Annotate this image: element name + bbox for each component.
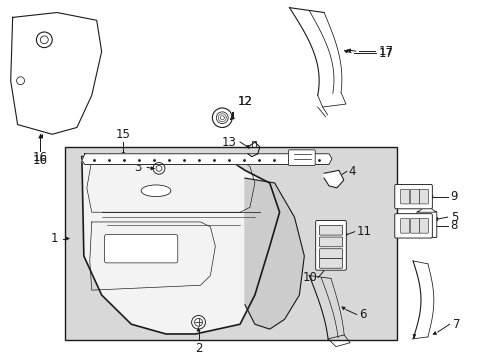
Text: 3: 3: [134, 161, 141, 174]
Text: 15: 15: [116, 128, 131, 141]
Text: 8: 8: [450, 219, 457, 232]
Polygon shape: [244, 178, 304, 329]
Polygon shape: [11, 13, 102, 134]
FancyBboxPatch shape: [419, 189, 427, 204]
Text: 12: 12: [237, 95, 252, 108]
FancyBboxPatch shape: [394, 184, 431, 209]
FancyBboxPatch shape: [319, 249, 342, 258]
Bar: [65, 147, 396, 340]
FancyBboxPatch shape: [416, 211, 436, 238]
Ellipse shape: [141, 185, 170, 197]
FancyBboxPatch shape: [400, 189, 409, 204]
Text: 17: 17: [378, 47, 393, 60]
FancyBboxPatch shape: [410, 189, 419, 204]
Polygon shape: [81, 154, 331, 165]
FancyBboxPatch shape: [315, 220, 346, 270]
FancyBboxPatch shape: [319, 258, 342, 268]
Text: 9: 9: [450, 190, 457, 203]
FancyBboxPatch shape: [400, 219, 409, 233]
Text: 13: 13: [221, 136, 236, 149]
Text: 17: 17: [378, 45, 393, 58]
Polygon shape: [81, 157, 279, 334]
Text: 11: 11: [356, 225, 371, 238]
FancyBboxPatch shape: [104, 235, 178, 263]
Text: 1: 1: [51, 232, 58, 245]
Polygon shape: [417, 204, 435, 212]
Text: 5: 5: [450, 211, 457, 224]
Text: 14: 14: [286, 153, 301, 166]
Text: 10: 10: [302, 271, 317, 284]
Text: 2: 2: [194, 342, 202, 355]
FancyBboxPatch shape: [410, 219, 419, 233]
Text: 12: 12: [237, 95, 252, 108]
FancyBboxPatch shape: [394, 214, 431, 238]
Text: 6: 6: [358, 308, 366, 321]
Text: 7: 7: [452, 318, 459, 331]
Text: 16: 16: [33, 151, 48, 164]
Text: 16: 16: [33, 154, 48, 167]
FancyBboxPatch shape: [319, 237, 342, 247]
FancyBboxPatch shape: [419, 219, 427, 233]
Polygon shape: [324, 170, 343, 188]
FancyBboxPatch shape: [319, 225, 342, 235]
FancyBboxPatch shape: [288, 150, 315, 166]
Text: 4: 4: [348, 165, 356, 178]
